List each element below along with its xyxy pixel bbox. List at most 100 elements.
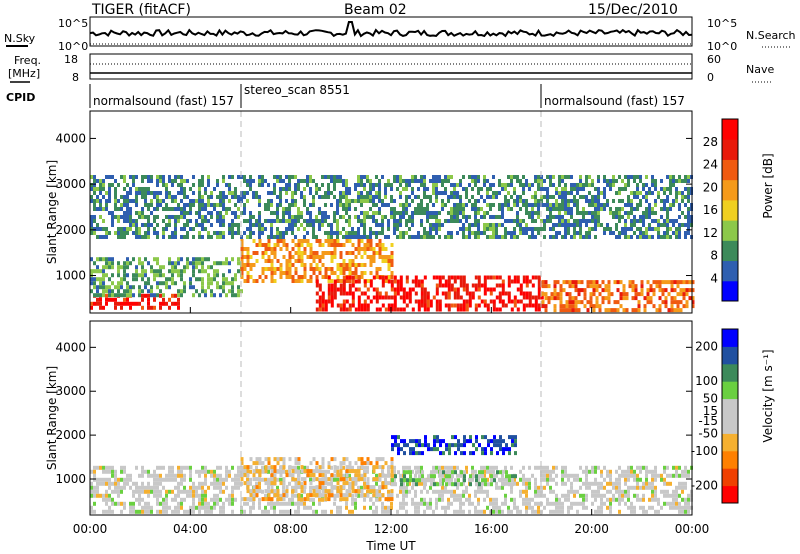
heatmap-cell — [433, 474, 436, 479]
heatmap-cell — [411, 179, 414, 183]
heatmap-cell — [576, 489, 579, 494]
heatmap-cell — [435, 283, 439, 288]
heatmap-cell — [129, 289, 132, 294]
heatmap-cell — [291, 199, 294, 203]
heatmap-cell — [354, 247, 358, 251]
heatmap-cell — [534, 235, 537, 239]
heatmap-cell — [430, 482, 433, 487]
ytick-label: 4000 — [55, 340, 86, 354]
heatmap-cell — [612, 497, 615, 502]
heatmap-cell — [504, 199, 507, 203]
heatmap-cell — [141, 489, 144, 494]
heatmap-cell — [192, 273, 195, 278]
heatmap-cell — [585, 485, 588, 490]
heatmap-cell — [453, 187, 456, 191]
heatmap-cell — [630, 509, 633, 514]
heatmap-cell — [465, 469, 468, 474]
heatmap-cell — [270, 477, 274, 482]
heatmap-cell — [342, 235, 345, 239]
heatmap-cell — [144, 469, 147, 474]
heatmap-cell — [279, 267, 283, 271]
heatmap-cell — [681, 191, 684, 195]
heatmap-cell — [435, 191, 438, 195]
heatmap-cell — [447, 307, 451, 312]
heatmap-cell — [171, 509, 174, 514]
heatmap-cell — [132, 489, 135, 494]
heatmap-cell — [117, 501, 120, 506]
heatmap-cell — [273, 251, 277, 255]
heatmap-cell — [418, 439, 421, 444]
heatmap-cell — [144, 191, 147, 195]
heatmap-cell — [508, 435, 511, 440]
heatmap-cell — [132, 509, 135, 514]
heatmap-cell — [555, 481, 558, 486]
heatmap-cell — [294, 223, 297, 227]
heatmap-cell — [378, 291, 382, 296]
heatmap-cell — [454, 470, 457, 475]
heatmap-cell — [549, 219, 552, 223]
heatmap-cell — [291, 195, 294, 199]
heatmap-cell — [342, 473, 345, 478]
heatmap-cell — [598, 284, 602, 289]
heatmap-cell — [282, 481, 286, 486]
heatmap-cell — [372, 251, 376, 255]
heatmap-cell — [102, 257, 105, 262]
heatmap-cell — [366, 493, 370, 498]
heatmap-cell — [165, 215, 168, 219]
heatmap-cell — [324, 211, 327, 215]
velocity-heatmap — [90, 435, 693, 514]
heatmap-cell — [381, 485, 385, 490]
heatmap-cell — [198, 261, 201, 266]
heatmap-cell — [417, 501, 420, 506]
heatmap-cell — [138, 187, 141, 191]
heatmap-cell — [114, 207, 117, 211]
heatmap-cell — [357, 215, 360, 219]
heatmap-cell — [468, 199, 471, 203]
heatmap-cell — [609, 183, 612, 187]
heatmap-cell — [90, 227, 93, 231]
heatmap-cell — [111, 281, 114, 286]
heatmap-cell — [150, 489, 153, 494]
colorbar-swatch — [722, 398, 738, 417]
heatmap-cell — [102, 277, 105, 282]
xtick-label: 00:00 — [675, 522, 710, 536]
heatmap-cell — [279, 497, 283, 502]
heatmap-cell — [198, 509, 201, 514]
heatmap-cell — [519, 283, 523, 288]
heatmap-cell — [378, 457, 382, 462]
heatmap-cell — [366, 303, 370, 308]
heatmap-cell — [633, 469, 636, 474]
heatmap-cell — [522, 219, 525, 223]
heatmap-cell — [438, 191, 441, 195]
heatmap-cell — [660, 187, 663, 191]
heatmap-cell — [622, 308, 626, 313]
heatmap-cell — [651, 485, 654, 490]
heatmap-cell — [138, 235, 141, 239]
heatmap-cell — [588, 469, 591, 474]
heatmap-cell — [528, 501, 531, 506]
heatmap-cell — [411, 219, 414, 223]
heatmap-cell — [258, 469, 262, 474]
heatmap-cell — [336, 465, 339, 470]
heatmap-cell — [150, 223, 153, 227]
heatmap-cell — [336, 279, 340, 283]
heatmap-cell — [654, 489, 657, 494]
heatmap-cell — [435, 211, 438, 215]
heatmap-cell — [450, 465, 453, 470]
heatmap-cell — [585, 199, 588, 203]
heatmap-cell — [549, 179, 552, 183]
heatmap-cell — [591, 183, 594, 187]
heatmap-cell — [420, 207, 423, 211]
heatmap-cell — [228, 269, 231, 274]
heatmap-cell — [342, 215, 345, 219]
heatmap-cell — [426, 215, 429, 219]
heatmap-cell — [270, 279, 274, 283]
heatmap-cell — [399, 275, 403, 280]
heatmap-cell — [381, 259, 385, 263]
heatmap-cell — [144, 231, 147, 235]
heatmap-cell — [327, 239, 331, 243]
heatmap-cell — [333, 251, 337, 255]
heatmap-cell — [165, 501, 168, 506]
heatmap-cell — [240, 457, 244, 462]
heatmap-cell — [564, 235, 567, 239]
